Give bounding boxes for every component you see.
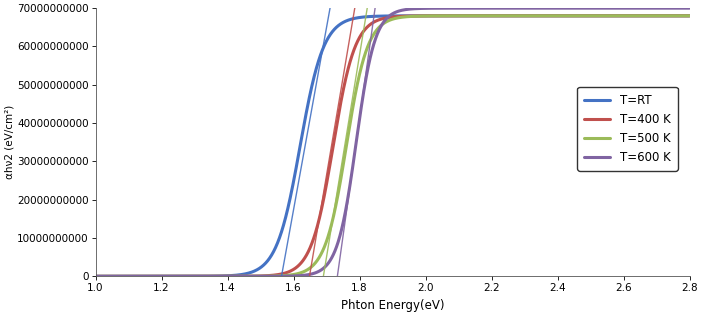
Legend: T=RT, T=400 K, T=500 K, T=600 K: T=RT, T=400 K, T=500 K, T=600 K: [577, 87, 677, 171]
T=600 K: [674, 6, 682, 10]
Y-axis label: αhν2 (eV/cm²): αhν2 (eV/cm²): [4, 105, 14, 179]
T=500 K: [319, 247, 328, 251]
T=400 K: [674, 14, 682, 18]
Line: T=600 K: T=600 K: [95, 8, 689, 276]
T=RT: [319, 46, 328, 50]
T=500 K: [194, 274, 203, 278]
Line: T=500 K: T=500 K: [95, 16, 689, 276]
T=400 K: [91, 274, 100, 278]
T=600 K: [319, 266, 328, 270]
T=600 K: [683, 6, 691, 10]
T=400 K: [159, 274, 168, 278]
T=RT: [345, 18, 353, 22]
T=500 K: [685, 14, 694, 18]
Line: T=400 K: T=400 K: [95, 16, 689, 276]
T=RT: [685, 14, 694, 18]
T=600 K: [194, 274, 203, 278]
T=RT: [91, 274, 100, 278]
T=600 K: [345, 189, 353, 193]
T=500 K: [609, 14, 618, 18]
T=400 K: [345, 64, 353, 67]
Line: T=RT: T=RT: [95, 16, 689, 276]
X-axis label: Phton Energy(eV): Phton Energy(eV): [340, 299, 444, 312]
T=500 K: [345, 128, 353, 131]
T=600 K: [609, 6, 618, 10]
T=400 K: [194, 274, 203, 278]
T=500 K: [674, 14, 682, 18]
T=600 K: [91, 274, 100, 278]
T=RT: [194, 274, 203, 278]
T=600 K: [685, 6, 694, 10]
T=RT: [674, 14, 682, 18]
T=RT: [609, 14, 618, 18]
T=500 K: [91, 274, 100, 278]
T=400 K: [685, 14, 694, 18]
T=400 K: [319, 199, 328, 203]
T=RT: [159, 274, 168, 278]
T=600 K: [159, 274, 168, 278]
T=500 K: [159, 274, 168, 278]
T=400 K: [609, 14, 618, 18]
